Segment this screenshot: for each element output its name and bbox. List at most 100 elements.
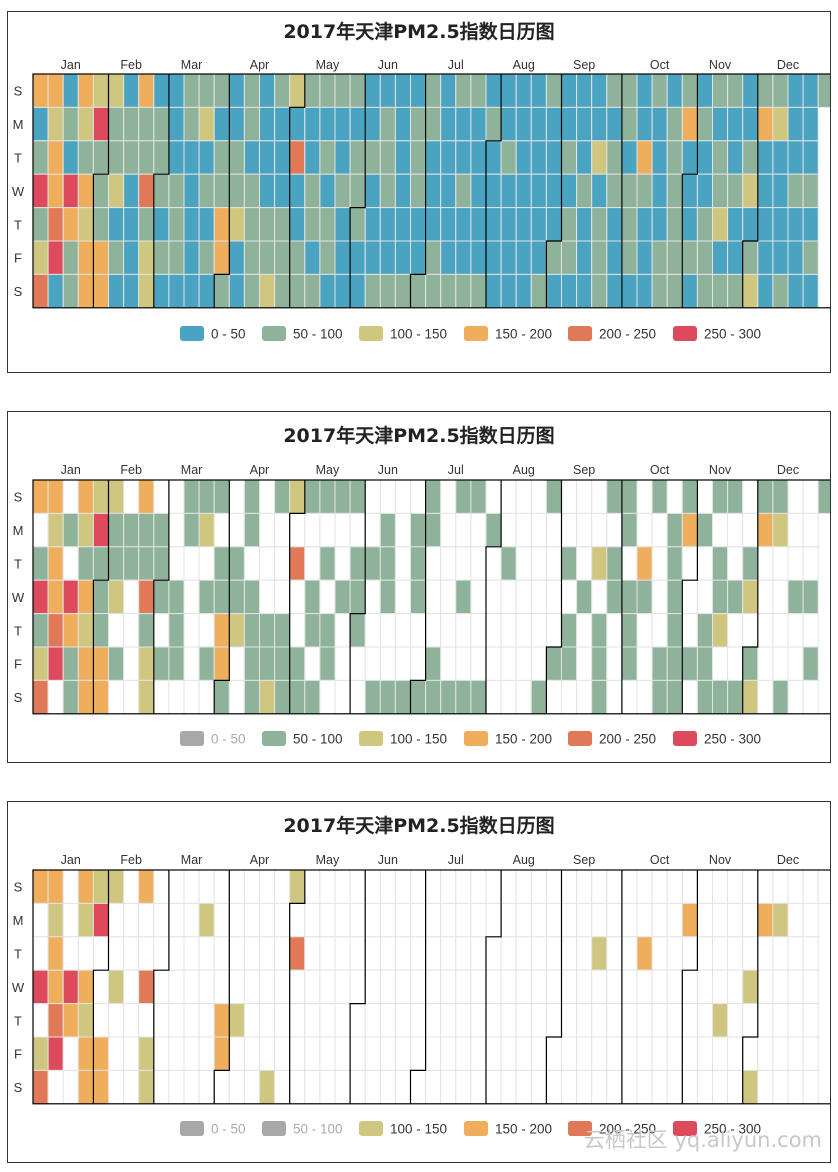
day-cell <box>757 869 774 904</box>
day-cell <box>757 240 774 275</box>
day-cell <box>228 1003 245 1038</box>
day-cell <box>485 969 502 1005</box>
day-cell <box>198 173 215 209</box>
day-cell <box>243 969 260 1005</box>
day-cell <box>304 902 321 938</box>
day-cell <box>440 173 457 209</box>
grid-outline <box>32 479 830 715</box>
day-cell <box>289 546 306 581</box>
day-cell <box>123 140 140 175</box>
day-cell <box>681 240 698 275</box>
day-cell <box>394 969 411 1005</box>
legend-label: 150 - 200 <box>495 327 552 342</box>
day-cell <box>410 1036 427 1071</box>
day-cell <box>32 273 49 309</box>
day-cell <box>108 173 125 209</box>
day-cell <box>183 969 200 1005</box>
month-boundary-line <box>289 74 306 308</box>
day-cell <box>32 1003 49 1038</box>
day-cell <box>243 579 260 615</box>
day-cell <box>213 579 230 615</box>
legend-swatch <box>568 731 592 746</box>
day-cell <box>802 869 819 904</box>
day-cell <box>425 73 442 108</box>
day-cell <box>153 240 170 275</box>
day-cell <box>636 936 653 971</box>
day-cell <box>349 579 366 615</box>
day-cell <box>440 936 457 971</box>
day-cell <box>123 869 140 904</box>
day-cell <box>530 273 547 309</box>
day-cell <box>62 240 79 275</box>
day-cell <box>787 546 804 581</box>
day-cell <box>379 140 396 175</box>
month-boundary-line <box>485 74 502 308</box>
day-cell <box>62 173 79 209</box>
legend-swatch <box>673 1121 697 1136</box>
day-cell <box>108 1003 125 1038</box>
day-cell <box>440 106 457 142</box>
day-cell <box>485 140 502 175</box>
day-cell <box>470 173 487 209</box>
day-cell <box>727 679 744 715</box>
day-cell <box>545 679 563 715</box>
day-cell <box>455 613 472 648</box>
day-cell <box>47 106 64 142</box>
day-cell <box>606 512 623 548</box>
day-cell <box>742 936 759 971</box>
day-cell <box>213 207 230 242</box>
day-cell <box>515 869 532 904</box>
day-cell <box>470 73 487 108</box>
day-cell <box>62 1036 79 1071</box>
day-cell <box>62 679 79 715</box>
day-cell <box>289 479 306 514</box>
month-label: May <box>316 463 340 477</box>
day-cell <box>545 869 563 904</box>
day-cell <box>92 613 110 648</box>
day-cell <box>334 273 351 309</box>
day-cell <box>198 273 215 309</box>
day-cell <box>394 679 411 715</box>
day-cell <box>455 273 472 309</box>
day-cell <box>243 73 260 108</box>
day-cell <box>108 106 125 142</box>
day-cell <box>153 512 170 548</box>
day-cell <box>92 936 110 971</box>
day-cell <box>757 140 774 175</box>
day-cell <box>712 969 729 1005</box>
day-cell <box>470 1003 487 1038</box>
day-cell <box>772 173 789 209</box>
day-cell <box>259 173 276 209</box>
day-cell <box>319 140 336 175</box>
day-cell <box>591 546 608 581</box>
day-cell <box>410 479 427 514</box>
day-cell <box>712 73 729 108</box>
day-cell <box>742 869 759 904</box>
day-cell <box>440 273 457 309</box>
day-cell <box>319 207 336 242</box>
day-cell <box>304 240 321 275</box>
day-cell <box>349 73 366 108</box>
day-cell <box>379 207 396 242</box>
day-cell <box>742 207 759 242</box>
day-cell <box>425 1069 442 1105</box>
day-cell <box>470 106 487 142</box>
day-cell <box>379 173 396 209</box>
day-cell <box>394 512 411 548</box>
day-cell <box>77 936 94 971</box>
day-cell <box>440 1036 457 1071</box>
day-cell <box>274 73 291 108</box>
day-cell <box>666 646 683 681</box>
day-cell <box>757 479 774 514</box>
site-watermark: 云栖社区 yq.aliyun.com <box>583 1128 822 1152</box>
month-labels: Jan Feb Mar Apr May Jun Jul Aug Sep Oct Nov Dec <box>61 58 799 72</box>
day-cell <box>138 479 155 514</box>
day-cell <box>138 106 155 142</box>
month-boundary-line <box>213 870 230 1104</box>
legend-swatch <box>359 731 383 746</box>
day-cell <box>651 969 668 1005</box>
day-cell <box>108 512 125 548</box>
day-cell <box>591 240 608 275</box>
month-label: Aug <box>513 463 535 477</box>
day-cell <box>576 173 593 209</box>
